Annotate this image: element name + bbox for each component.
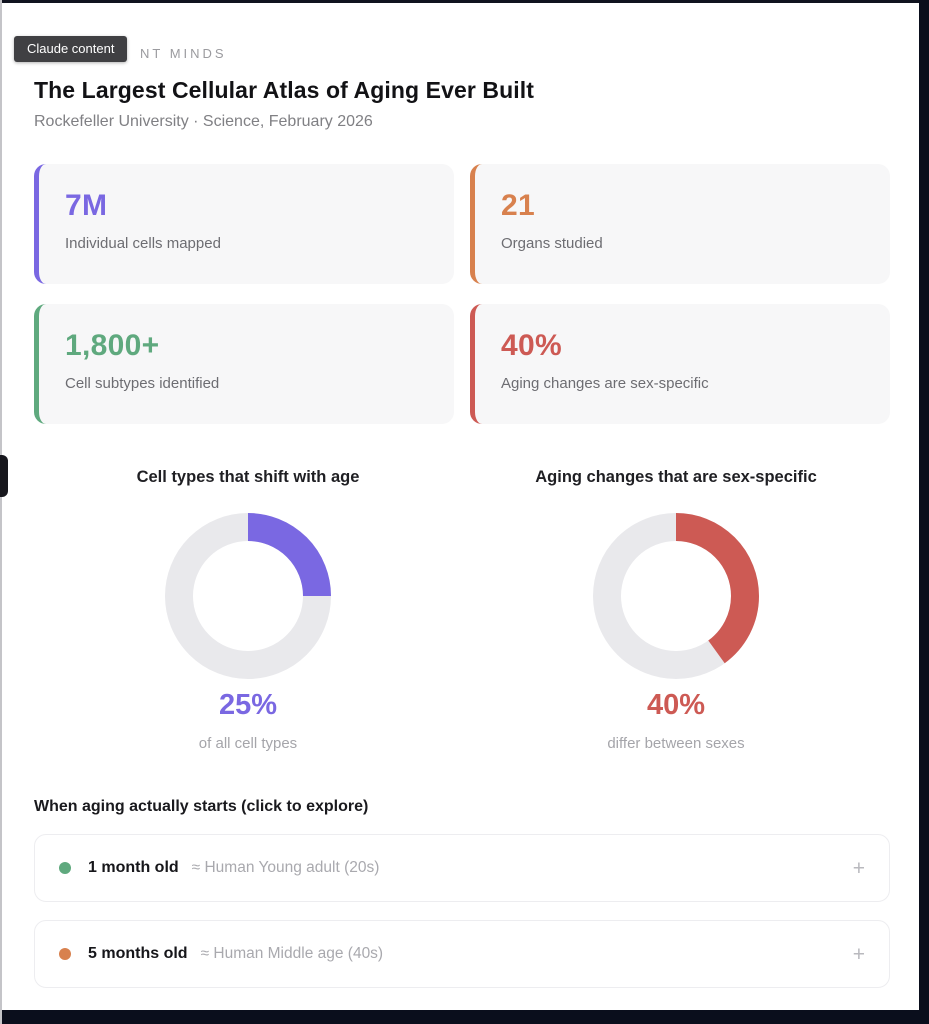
age-marker-dot [59, 862, 71, 874]
aging-timeline-section: When aging actually starts (click to exp… [34, 798, 890, 988]
stat-value: 7M [65, 189, 108, 222]
plus-icon[interactable]: + [852, 942, 865, 966]
aging-section-heading: When aging actually starts (click to exp… [34, 798, 369, 815]
stat-value: 21 [501, 189, 535, 222]
stat-card-organs-studied: 21 Organs studied [470, 164, 890, 284]
stat-card-cell-subtypes: 1,800+ Cell subtypes identified [34, 304, 454, 424]
stat-label: Organs studied [501, 235, 603, 252]
frame-border-bottom [0, 1010, 929, 1024]
human-equivalent-label: ≈ Human Young adult (20s) [191, 859, 380, 876]
human-equivalent-label: ≈ Human Middle age (40s) [200, 945, 384, 962]
stat-value: 1,800+ [65, 329, 160, 362]
chart-title: Aging changes that are sex-specific [535, 468, 817, 486]
aging-item-1-month[interactable]: 1 month old ≈ Human Young adult (20s) + [34, 834, 890, 902]
donut-arc [593, 513, 759, 679]
age-marker-dot [59, 948, 71, 960]
stat-label: Individual cells mapped [65, 235, 221, 252]
source-line: Rockefeller University · Science, Februa… [34, 113, 373, 130]
donut-chart-sex-specific [593, 513, 759, 679]
frame-border-left [0, 0, 2, 1024]
page-title: The Largest Cellular Atlas of Aging Ever… [34, 77, 535, 103]
site-kicker: NT MINDS [140, 46, 227, 61]
chart-caption: of all cell types [198, 735, 298, 752]
chart-percent-value: 25% [218, 689, 278, 721]
stat-label: Aging changes are sex-specific [501, 375, 709, 392]
chart-title: Cell types that shift with age [136, 468, 360, 486]
chart-percent-value: 40% [646, 689, 706, 721]
side-drag-handle[interactable] [0, 455, 8, 497]
chart-cell-types-shift: Cell types that shift with age 25% of al… [34, 468, 462, 752]
stats-grid: 7M Individual cells mapped 21 Organs stu… [34, 164, 890, 424]
donut-arc [165, 513, 331, 679]
age-label: 1 month old [88, 859, 179, 876]
age-label: 5 months old [88, 945, 188, 962]
frame-border-top [0, 0, 929, 3]
content-area: NT MINDS The Largest Cellular Atlas of A… [34, 46, 890, 988]
stat-card-cells-mapped: 7M Individual cells mapped [34, 164, 454, 284]
plus-icon[interactable]: + [852, 856, 865, 880]
aging-item-5-months[interactable]: 5 months old ≈ Human Middle age (40s) + [34, 920, 890, 988]
donut-chart-cell-types [165, 513, 331, 679]
stat-value: 40% [501, 329, 562, 362]
frame-border-right [919, 0, 929, 1024]
stat-card-sex-specific: 40% Aging changes are sex-specific [470, 304, 890, 424]
stat-label: Cell subtypes identified [65, 375, 220, 392]
donut-charts-row: Cell types that shift with age 25% of al… [34, 468, 890, 752]
chart-caption: differ between sexes [607, 735, 745, 752]
chart-sex-specific: Aging changes that are sex-specific 40% … [462, 468, 890, 752]
claude-content-badge: Claude content [14, 36, 128, 62]
